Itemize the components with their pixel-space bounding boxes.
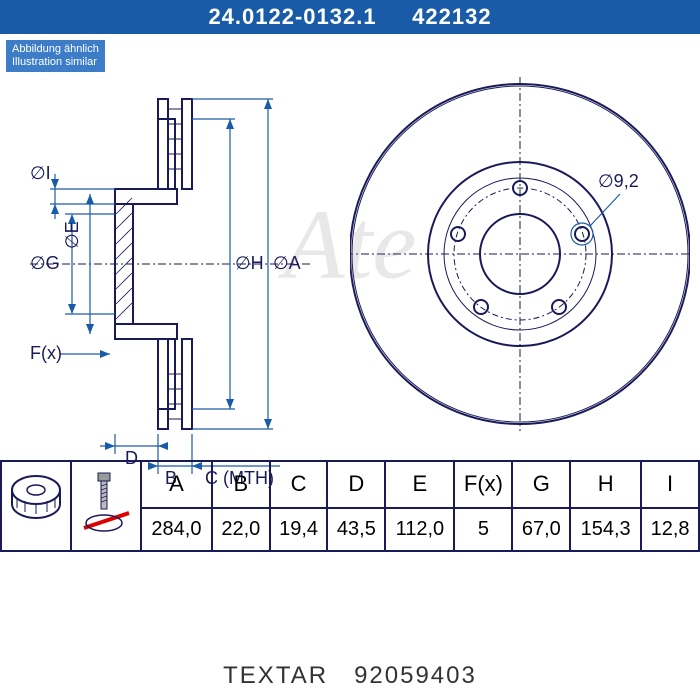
page-container: 24.0122-0132.1 422132 Abbildung ähnlich … (0, 0, 700, 700)
col-A: A (141, 461, 212, 508)
val-I: 12,8 (641, 508, 699, 551)
col-H: H (570, 461, 641, 508)
col-G: G (512, 461, 570, 508)
val-A: 284,0 (141, 508, 212, 551)
val-D: 43,5 (327, 508, 385, 551)
dim-label-G: ∅G (30, 253, 60, 273)
col-C: C (270, 461, 328, 508)
bolt-hole-label: ∅9,2 (598, 171, 639, 191)
header-right-code: 422132 (412, 4, 491, 29)
col-E: E (385, 461, 454, 508)
dimension-table: A B C D E F(x) G H I 284,0 22,0 19,4 43,… (0, 460, 700, 552)
col-Fx: F(x) (454, 461, 512, 508)
col-I: I (641, 461, 699, 508)
brand-name: TEXTAR (223, 662, 328, 689)
face-view-diagram: ∅9,2 (350, 69, 690, 439)
brand-footer: TEXTAR 92059403 (0, 662, 700, 690)
val-Fx: 5 (454, 508, 512, 551)
dim-label-H: ∅H (235, 253, 264, 273)
val-C: 19,4 (270, 508, 328, 551)
dim-label-A: ∅A (273, 253, 301, 273)
val-B: 22,0 (212, 508, 270, 551)
bolt-icon (79, 468, 134, 538)
header-bar: 24.0122-0132.1 422132 (0, 0, 700, 34)
val-H: 154,3 (570, 508, 641, 551)
dim-label-E: ∅E (62, 221, 82, 249)
brand-code: 92059403 (354, 662, 477, 689)
bolt-icon-cell (71, 461, 141, 551)
val-G: 67,0 (512, 508, 570, 551)
diagram-area: Ate (0, 34, 700, 454)
col-D: D (327, 461, 385, 508)
vented-disc-icon (9, 468, 64, 538)
disc-icon-cell (1, 461, 71, 551)
col-B: B (212, 461, 270, 508)
cross-section-diagram: ∅I ∅G ∅E ∅H ∅A (30, 94, 310, 434)
dim-label-I: ∅I (30, 163, 51, 183)
table-header-row: A B C D E F(x) G H I (1, 461, 699, 508)
dim-label-Fx: F(x) (30, 343, 62, 363)
val-E: 112,0 (385, 508, 454, 551)
header-left-code: 24.0122-0132.1 (208, 4, 376, 29)
